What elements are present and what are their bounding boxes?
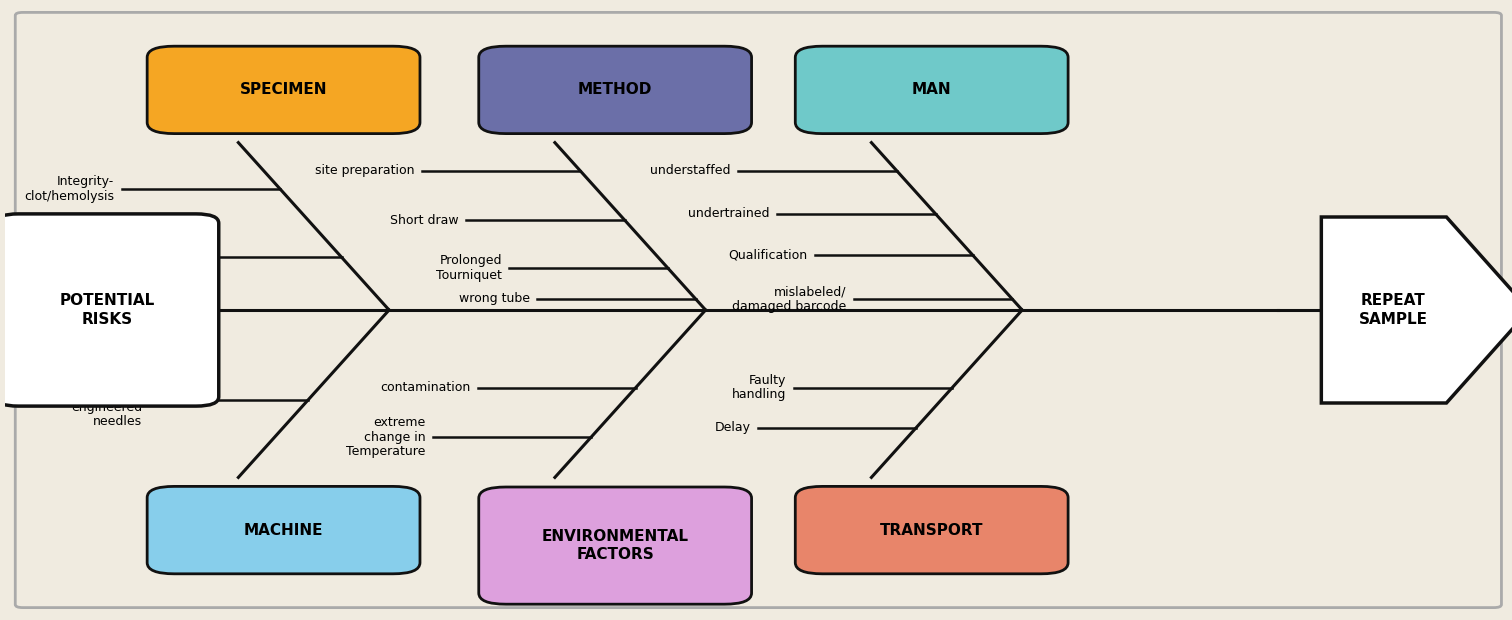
Text: Short draw: Short draw <box>390 214 458 226</box>
Text: Qualification: Qualification <box>729 249 807 262</box>
Text: MAN: MAN <box>912 82 951 97</box>
Text: undertrained: undertrained <box>688 208 770 220</box>
Text: mislabeled/
damaged barcode: mislabeled/ damaged barcode <box>732 285 847 312</box>
Text: contamination: contamination <box>380 381 470 394</box>
Text: extreme
change in
Temperature: extreme change in Temperature <box>346 416 425 458</box>
Text: Faulty
handling: Faulty handling <box>732 374 786 401</box>
Text: SPECIMEN: SPECIMEN <box>240 82 327 97</box>
FancyBboxPatch shape <box>0 214 219 406</box>
Text: Integrity-
clot/hemolysis: Integrity- clot/hemolysis <box>24 175 115 203</box>
Text: less utilized
safety
engineered
needles: less utilized safety engineered needles <box>68 371 142 428</box>
Text: site preparation: site preparation <box>314 164 414 177</box>
FancyBboxPatch shape <box>147 486 420 574</box>
Text: REPEAT
SAMPLE: REPEAT SAMPLE <box>1358 293 1427 327</box>
Polygon shape <box>1321 217 1512 403</box>
Text: understaffed: understaffed <box>650 164 730 177</box>
Text: wrong tube: wrong tube <box>458 293 529 305</box>
Text: Prolonged
Tourniquet: Prolonged Tourniquet <box>435 254 502 281</box>
FancyBboxPatch shape <box>795 46 1067 134</box>
FancyBboxPatch shape <box>795 486 1067 574</box>
Text: MACHINE: MACHINE <box>243 523 324 538</box>
FancyBboxPatch shape <box>479 46 751 134</box>
Text: TRANSPORT: TRANSPORT <box>880 523 983 538</box>
Text: ENVIRONMENTAL
FACTORS: ENVIRONMENTAL FACTORS <box>541 529 688 562</box>
Text: patient mis-
identification: patient mis- identification <box>94 244 175 271</box>
Text: METHOD: METHOD <box>578 82 652 97</box>
FancyBboxPatch shape <box>479 487 751 604</box>
Text: Delay: Delay <box>714 422 750 434</box>
FancyBboxPatch shape <box>147 46 420 134</box>
Text: POTENTIAL
RISKS: POTENTIAL RISKS <box>59 293 154 327</box>
